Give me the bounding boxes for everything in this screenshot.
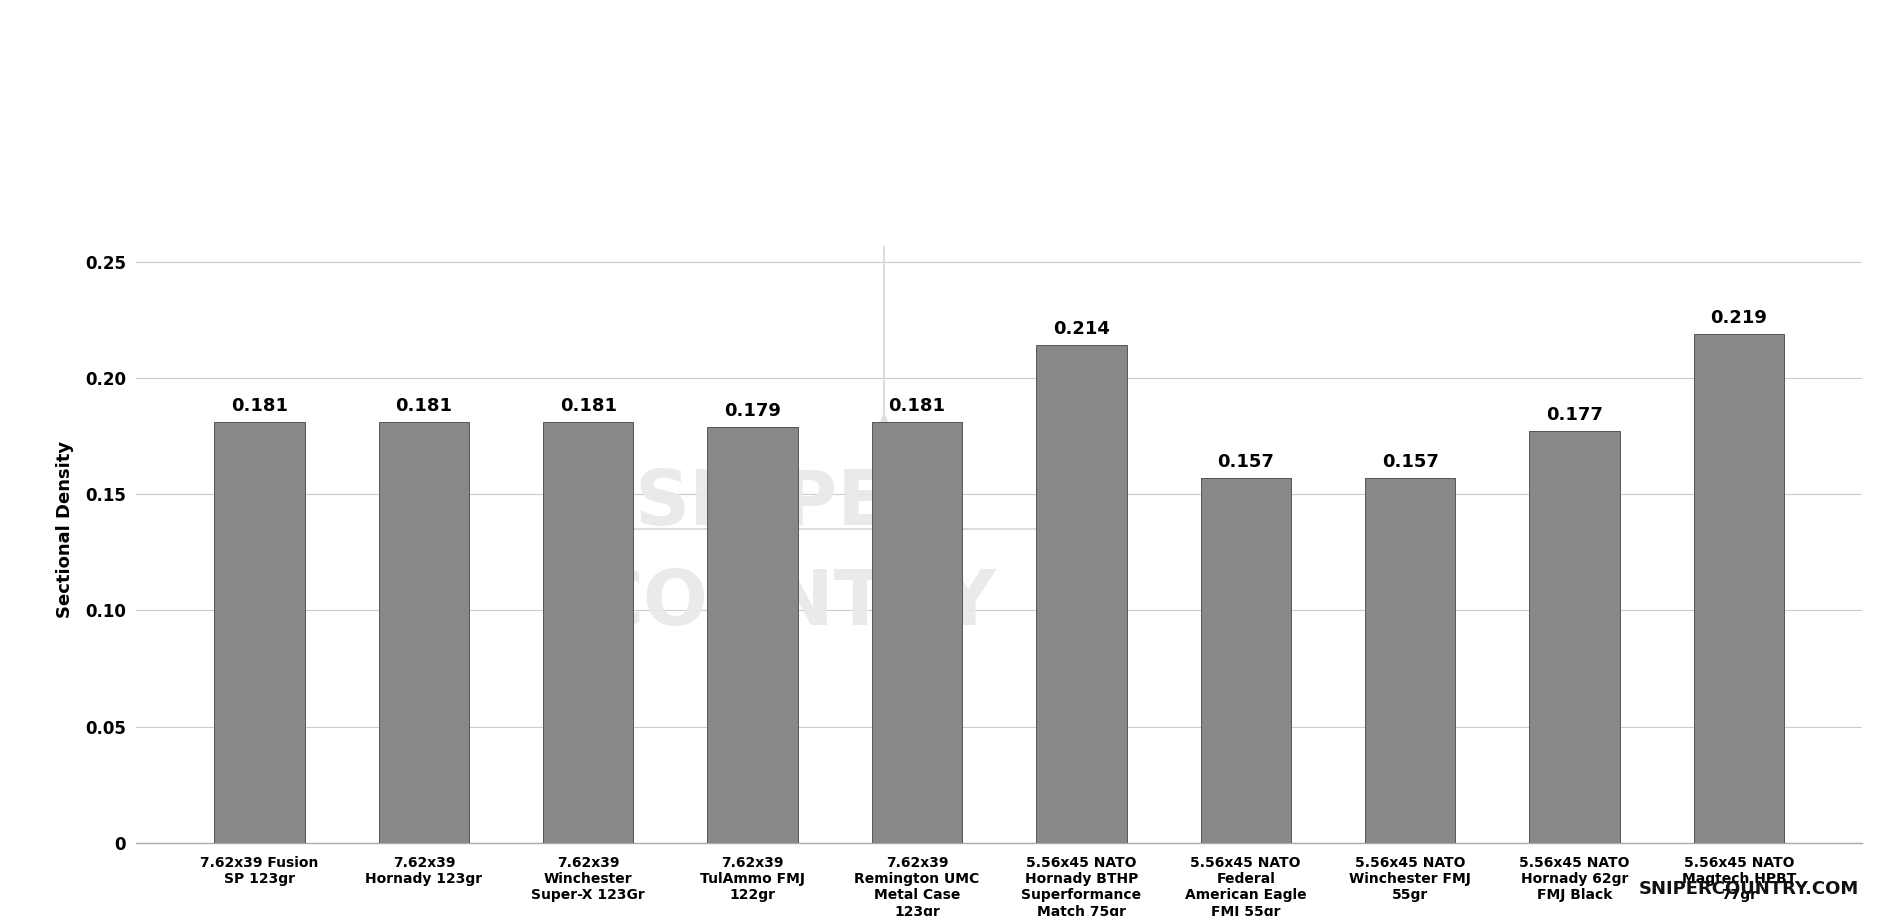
Bar [215,422,304,843]
Text: SNIPER: SNIPER [634,467,949,540]
Bar [543,422,634,843]
Text: 0.179: 0.179 [725,402,781,420]
Text: 0.181: 0.181 [230,398,289,415]
Text: 0.157: 0.157 [1217,453,1274,471]
Text: 0.177: 0.177 [1545,407,1602,424]
Text: 0.157: 0.157 [1381,453,1438,471]
Text: 0.181: 0.181 [396,398,453,415]
Text: 0.181: 0.181 [560,398,617,415]
Bar [1528,431,1619,843]
Text: SECTIONAL DENSITY: SECTIONAL DENSITY [464,35,1423,116]
Bar [1036,345,1127,843]
Bar [379,422,470,843]
Text: COUNTRY: COUNTRY [587,567,996,641]
Bar [1364,478,1455,843]
Bar [1695,333,1783,843]
Bar [708,427,798,843]
Text: SNIPERCOUNTRY.COM: SNIPERCOUNTRY.COM [1638,879,1859,898]
Bar [1200,478,1291,843]
Text: 0.219: 0.219 [1710,309,1768,327]
Bar [872,422,962,843]
Y-axis label: Sectional Density: Sectional Density [57,441,74,617]
Text: 0.181: 0.181 [889,398,945,415]
Text: 0.214: 0.214 [1053,321,1110,338]
